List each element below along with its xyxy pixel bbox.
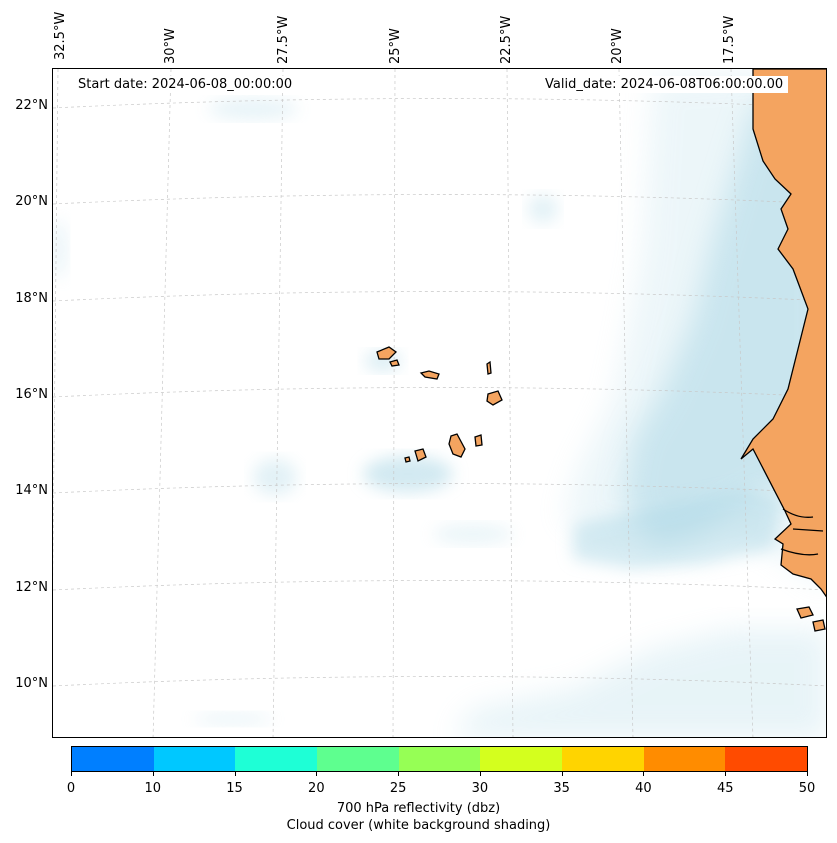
colorbar-tick-label: 20 xyxy=(308,781,325,796)
meridian-25w xyxy=(392,69,396,737)
cloud-band-southeast xyxy=(573,489,783,569)
cloud-patch-southwest xyxy=(193,713,273,725)
cloud-patch-cape-verde-south xyxy=(363,456,453,492)
colorbar-segment xyxy=(480,747,563,771)
colorbar-segment xyxy=(235,747,318,771)
colorbar-sublabel: Cloud cover (white background shading) xyxy=(286,818,551,833)
island-santiago xyxy=(448,433,466,458)
cloud-patch-west-edge xyxy=(53,219,67,279)
senegal-gambia-inlet xyxy=(780,508,824,556)
lon-label-22-5w: 22.5°W xyxy=(499,15,514,64)
meridian-22-5w xyxy=(506,69,514,737)
bissau-islands-2 xyxy=(812,619,826,632)
colorbar-tick-label: 0 xyxy=(66,781,76,796)
lon-label-25w: 25°W xyxy=(388,28,403,64)
colorbar-tick-label: 40 xyxy=(635,781,652,796)
island-sao-nicolau xyxy=(419,370,440,380)
reflectivity-colorbar xyxy=(71,746,808,772)
valid-date-label: Valid_date: 2024-06-08T06:00:00.00 xyxy=(540,76,789,93)
colorbar-tick xyxy=(561,772,563,776)
colorbar-segment xyxy=(562,747,644,771)
lat-label-22n: 22°N xyxy=(15,98,48,113)
cloud-patch-west-center xyxy=(253,459,297,495)
lon-label-20w: 20°W xyxy=(610,28,625,64)
cloud-patch-northeast xyxy=(528,195,558,223)
colorbar-tick-label: 25 xyxy=(389,781,407,796)
colorbar-tick xyxy=(725,772,727,776)
meridian-20w xyxy=(618,69,634,737)
africa-coast xyxy=(740,69,826,598)
colorbar-tick xyxy=(152,772,154,776)
colorbar-tick-label: 45 xyxy=(716,781,734,796)
island-santo-antao xyxy=(376,346,398,360)
lat-label-16n: 16°N xyxy=(15,387,48,402)
island-brava xyxy=(404,456,411,463)
lat-label-10n: 10°N xyxy=(15,676,48,691)
colorbar-segment xyxy=(398,747,481,771)
colorbar-segment xyxy=(153,747,236,771)
colorbar-tick-label: 30 xyxy=(471,781,489,796)
colorbar-tick xyxy=(316,772,318,776)
colorbar-tick-label: 15 xyxy=(226,781,243,796)
cape-verde-islands xyxy=(376,346,503,463)
start-date-label: Start date: 2024-06-08_00:00:00 xyxy=(73,76,298,93)
colorbar-tick-label: 10 xyxy=(144,781,162,796)
cloud-cover-layer xyxy=(53,69,826,737)
parallel-12n xyxy=(53,580,826,591)
colorbar-tick xyxy=(234,772,236,776)
cloud-patch-north xyxy=(208,99,298,119)
lon-label-32-5w: 32.5°W xyxy=(53,11,68,60)
meridian-27-5w xyxy=(272,69,284,737)
lat-label-18n: 18°N xyxy=(15,291,48,306)
island-sal xyxy=(486,360,492,375)
colorbar-tick xyxy=(479,772,481,776)
lon-label-17-5w: 17.5°W xyxy=(722,15,737,64)
bissau-islands xyxy=(796,606,814,619)
island-maio xyxy=(474,434,483,447)
cloud-band-south xyxy=(454,629,826,737)
meridian-32-5w xyxy=(53,69,59,582)
colorbar-tick xyxy=(71,772,72,776)
map-panel xyxy=(52,68,827,738)
island-sao-vicente xyxy=(389,359,400,367)
meridian-17-5w xyxy=(730,69,754,737)
colorbar-label: 700 hPa reflectivity (dbz) xyxy=(336,801,501,816)
colorbar-segment xyxy=(317,747,399,771)
cloud-patch-mid-south xyxy=(433,524,513,544)
colorbar-segment xyxy=(643,747,726,771)
island-boa-vista xyxy=(486,390,503,406)
colorbar-segment xyxy=(72,747,154,771)
lon-label-27-5w: 27.5°W xyxy=(276,15,291,64)
map-canvas xyxy=(53,69,826,737)
lon-label-30w: 30°W xyxy=(163,28,178,64)
colorbar-tick xyxy=(643,772,645,776)
lat-label-20n: 20°N xyxy=(15,194,48,209)
colorbar-segment xyxy=(725,747,808,771)
lat-label-12n: 12°N xyxy=(15,580,48,595)
land-layer xyxy=(740,69,826,632)
lat-label-14n: 14°N xyxy=(15,483,48,498)
colorbar-tick-label: 50 xyxy=(798,781,816,796)
colorbar-tick-label: 35 xyxy=(553,781,570,796)
colorbar-tick xyxy=(807,772,808,776)
graticule-layer xyxy=(53,69,826,737)
island-fogo xyxy=(414,448,427,462)
meridian-30w xyxy=(152,69,172,737)
colorbar-tick xyxy=(398,772,400,776)
